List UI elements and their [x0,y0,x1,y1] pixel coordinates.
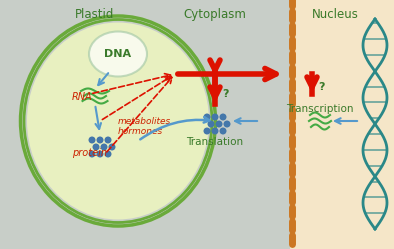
Circle shape [203,127,210,134]
Circle shape [97,136,104,143]
Text: Translation: Translation [186,137,243,147]
Text: metabolites: metabolites [118,117,171,125]
Ellipse shape [89,32,147,76]
Text: hormones: hormones [118,126,163,135]
Circle shape [219,127,227,134]
Circle shape [212,114,219,121]
Circle shape [93,143,100,150]
Circle shape [208,121,214,127]
Ellipse shape [27,22,209,220]
Circle shape [100,143,108,150]
Circle shape [89,136,95,143]
Text: Cytoplasm: Cytoplasm [184,8,246,21]
Circle shape [104,136,112,143]
Circle shape [104,150,112,158]
Circle shape [89,150,95,158]
Text: Nucleus: Nucleus [312,8,359,21]
Circle shape [219,114,227,121]
Text: DNA: DNA [104,49,132,59]
Circle shape [212,127,219,134]
Circle shape [223,121,230,127]
Text: Plastid: Plastid [75,8,115,21]
Circle shape [216,121,223,127]
Text: ?: ? [222,89,229,99]
FancyBboxPatch shape [290,0,394,249]
Circle shape [108,143,115,150]
Circle shape [97,150,104,158]
Text: RNA: RNA [72,92,93,102]
Text: Transcription: Transcription [286,104,354,114]
Text: ?: ? [318,82,325,92]
Text: protein: protein [72,148,107,158]
Circle shape [203,114,210,121]
